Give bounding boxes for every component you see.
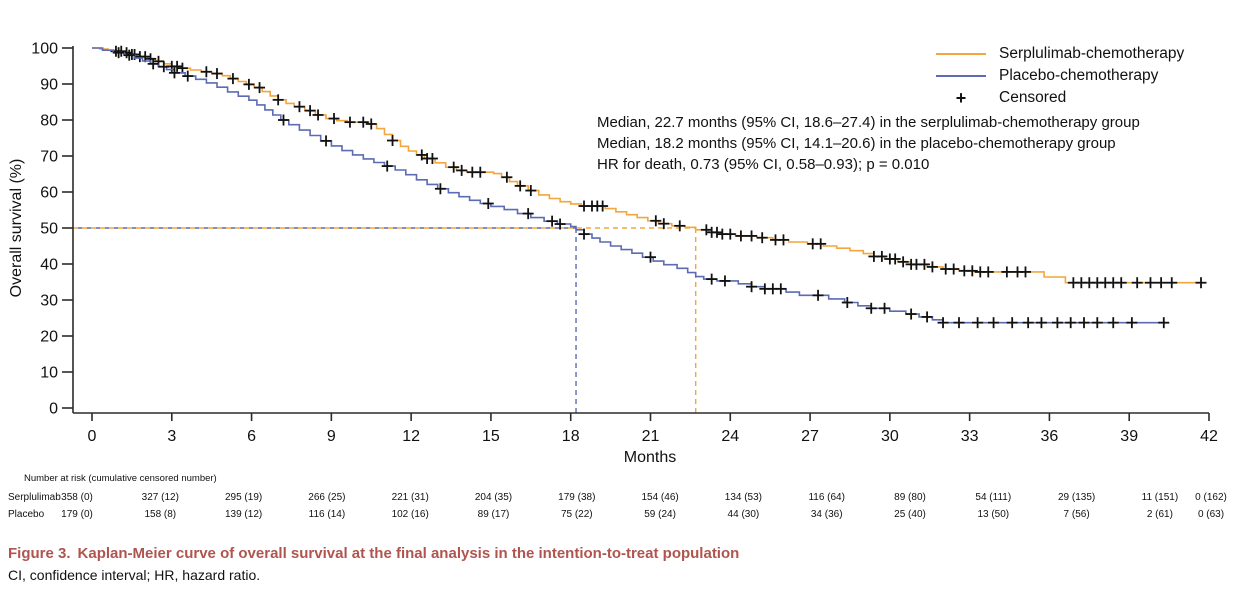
y-axis-tick-label: 50: [40, 221, 58, 238]
number-at-risk-value: 158 (8): [144, 509, 176, 520]
number-at-risk-value: 327 (12): [142, 492, 179, 503]
x-axis-tick-label: 15: [482, 428, 500, 445]
y-axis-tick-label: 70: [40, 149, 58, 166]
censor-marks-serplulimab: [110, 45, 1207, 289]
y-axis-tick-label: 100: [31, 41, 58, 58]
y-axis-tick-label: 40: [40, 257, 58, 274]
x-axis-tick-label: 30: [881, 428, 899, 445]
legend-item-placebo: Placebo-chemotherapy: [936, 65, 1184, 87]
number-at-risk-value: 134 (53): [725, 492, 762, 503]
number-at-risk-value: 13 (50): [977, 509, 1009, 520]
x-axis-tick-label: 6: [247, 428, 256, 445]
x-axis-tick-label: 42: [1200, 428, 1218, 445]
legend-label-censored: Censored: [999, 89, 1067, 106]
number-at-risk-row-label-serplulimab: Serplulimab: [8, 492, 61, 503]
number-at-risk-value: 266 (25): [308, 492, 345, 503]
caption-title: Figure 3. Kaplan-Meier curve of overall s…: [8, 545, 739, 562]
x-axis-tick-label: 24: [721, 428, 739, 445]
number-at-risk-value: 154 (46): [641, 492, 678, 503]
censored-plus-icon: +: [955, 88, 967, 108]
y-axis-tick-label: 90: [40, 77, 58, 94]
y-axis-tick-label: 20: [40, 329, 58, 346]
legend-label-serplulimab: Serplulimab-chemotherapy: [999, 45, 1185, 62]
x-axis-tick-label: 33: [961, 428, 979, 445]
number-at-risk-value: 295 (19): [225, 492, 262, 503]
x-axis-tick-label: 27: [801, 428, 819, 445]
number-at-risk-value: 102 (16): [392, 509, 429, 520]
number-at-risk-value: 2 (61): [1147, 509, 1173, 520]
x-axis-tick-label: 0: [88, 428, 97, 445]
censor-marks-placebo: [113, 47, 1170, 329]
annotation-line-serplulimab-median: Median, 22.7 months (95% CI, 18.6–27.4) …: [597, 114, 1140, 131]
figure-number-label: Figure 3.: [8, 545, 71, 562]
figure-caption: Figure 3. Kaplan-Meier curve of overall s…: [8, 545, 739, 583]
y-axis-tick-label: 0: [49, 401, 58, 418]
y-axis-tick-label: 30: [40, 293, 58, 310]
median-annotation: Median, 22.7 months (95% CI, 18.6–27.4) …: [597, 112, 1140, 175]
number-at-risk-value: 59 (24): [644, 509, 676, 520]
number-at-risk-value: 179 (38): [558, 492, 595, 503]
number-at-risk-value: 29 (135): [1058, 492, 1095, 503]
x-axis-tick-label: 12: [402, 428, 420, 445]
y-axis-tick-label: 80: [40, 113, 58, 130]
x-axis-tick-label: 9: [327, 428, 336, 445]
legend-item-serplulimab: Serplulimab-chemotherapy: [936, 43, 1184, 65]
number-at-risk-header: Number at risk (cumulative censored numb…: [24, 473, 217, 484]
y-axis-tick-label: 10: [40, 365, 58, 382]
x-axis-tick-label: 3: [167, 428, 176, 445]
number-at-risk-value: 116 (64): [808, 492, 845, 503]
number-at-risk-value: 358 (0): [61, 492, 93, 503]
legend-label-placebo: Placebo-chemotherapy: [999, 67, 1159, 84]
number-at-risk-value: 89 (17): [478, 509, 510, 520]
number-at-risk-value: 89 (80): [894, 492, 926, 503]
number-at-risk-value: 221 (31): [392, 492, 429, 503]
caption-abbreviations: CI, confidence interval; HR, hazard rati…: [8, 567, 261, 583]
x-axis-tick-label: 21: [642, 428, 660, 445]
legend: Serplulimab-chemotherapy Placebo-chemoth…: [936, 43, 1184, 109]
x-axis-tick-label: 18: [562, 428, 580, 445]
x-axis-tick-label: 39: [1120, 428, 1138, 445]
x-axis-tick-label: 36: [1041, 428, 1059, 445]
legend-item-censored: + Censored: [936, 87, 1184, 109]
number-at-risk-value: 7 (56): [1064, 509, 1090, 520]
number-at-risk-value: 204 (35): [475, 492, 512, 503]
number-at-risk-value: 25 (40): [894, 509, 926, 520]
x-axis-title: Months: [624, 449, 676, 466]
number-at-risk-value: 54 (111): [975, 492, 1011, 503]
number-at-risk-value: 0 (63): [1198, 509, 1224, 520]
serplulimab-line-icon: [936, 53, 986, 55]
annotation-line-hazard-ratio: HR for death, 0.73 (95% CI, 0.58–0.93); …: [597, 156, 930, 173]
annotation-line-placebo-median: Median, 18.2 months (95% CI, 14.1–20.6) …: [597, 135, 1116, 152]
y-axis-title: Overall survival (%): [8, 159, 25, 298]
y-axis-tick-label: 60: [40, 185, 58, 202]
placebo-line-icon: [936, 75, 986, 77]
number-at-risk-value: 11 (151): [1142, 492, 1179, 503]
number-at-risk-value: 116 (14): [309, 509, 346, 520]
number-at-risk-value: 179 (0): [61, 509, 93, 520]
number-at-risk-value: 139 (12): [225, 509, 262, 520]
number-at-risk-value: 0 (162): [1195, 492, 1227, 503]
number-at-risk-row-label-placebo: Placebo: [8, 509, 45, 520]
number-at-risk-value: 44 (30): [728, 509, 760, 520]
caption-title-text: Kaplan-Meier curve of overall survival a…: [77, 545, 740, 562]
number-at-risk-value: 34 (36): [811, 509, 843, 520]
number-at-risk-value: 75 (22): [561, 509, 593, 520]
